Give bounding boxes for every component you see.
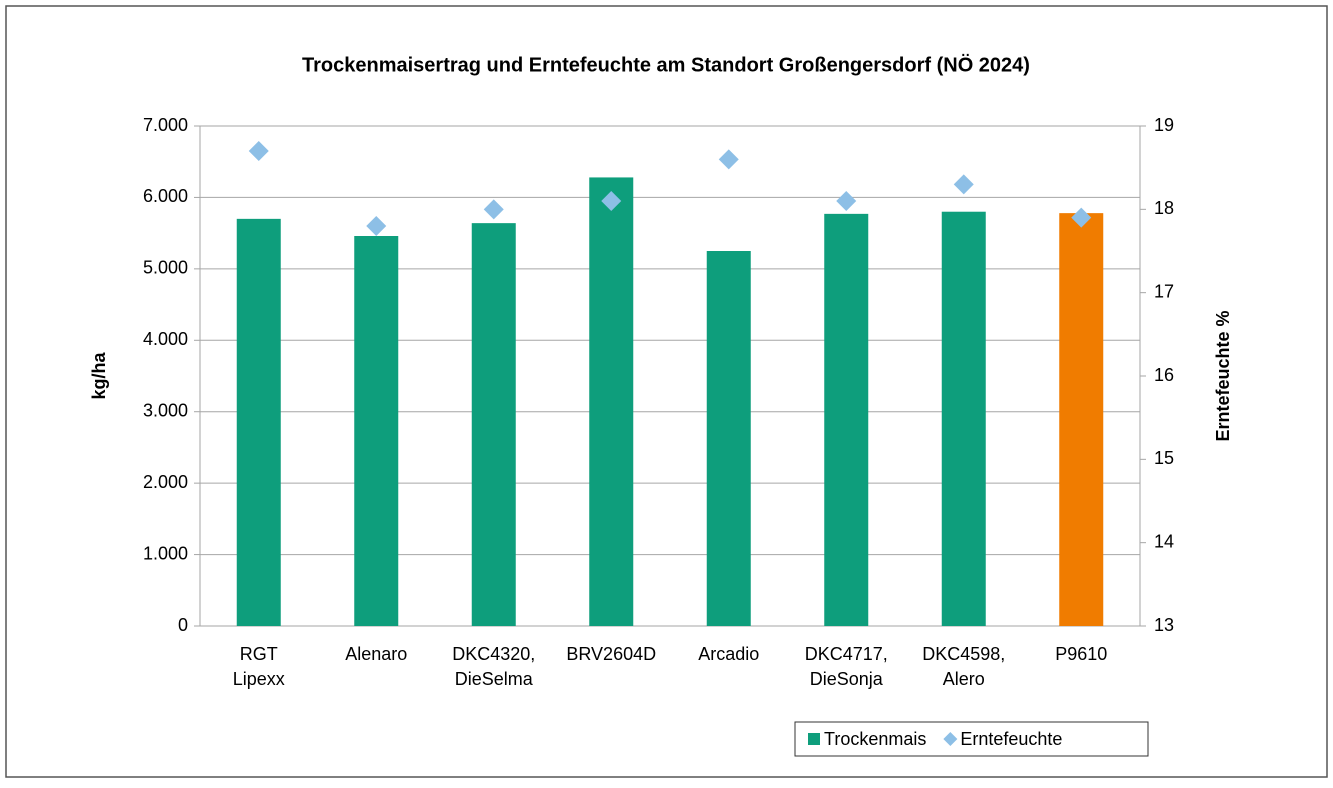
marker xyxy=(483,199,504,220)
y-tick-label: 4.000 xyxy=(143,329,188,349)
marker xyxy=(601,191,622,211)
y-tick-label: 2.000 xyxy=(143,472,188,492)
legend-label: Trockenmais xyxy=(824,729,926,749)
bar xyxy=(1059,213,1104,626)
legend-label: Erntefeuchte xyxy=(960,729,1062,749)
y2-tick-label: 18 xyxy=(1154,198,1174,218)
bar xyxy=(354,236,399,626)
y2-tick-label: 13 xyxy=(1154,615,1174,635)
chart-title: Trockenmaisertrag und Erntefeuchte am St… xyxy=(302,53,1030,76)
marker xyxy=(836,191,857,211)
marker xyxy=(718,149,739,170)
x-tick-label: Arcadio xyxy=(698,644,759,664)
y-tick-label: 3.000 xyxy=(143,400,188,420)
x-tick-label: DKC4320, DieSelma xyxy=(452,644,535,689)
y-tick-label: 0 xyxy=(178,615,188,635)
legend-box xyxy=(794,721,1149,757)
y-tick-label: 1.000 xyxy=(143,543,188,563)
marker xyxy=(953,174,974,195)
y-axis-label: kg/ha xyxy=(89,352,109,400)
marker xyxy=(1071,207,1092,228)
bar xyxy=(471,223,516,626)
x-tick-label: P9610 xyxy=(1055,644,1107,664)
y2-tick-label: 19 xyxy=(1154,115,1174,135)
marker xyxy=(248,141,269,161)
bar xyxy=(824,213,869,626)
x-tick-label: DKC4717, DieSonja xyxy=(805,644,888,689)
y-tick-label: 6.000 xyxy=(143,186,188,206)
bar xyxy=(706,251,751,626)
legend-swatch xyxy=(808,733,820,745)
y2-tick-label: 16 xyxy=(1154,365,1174,385)
bar xyxy=(589,177,634,626)
chart-border xyxy=(5,5,1328,778)
x-tick-label: Alenaro xyxy=(345,644,407,664)
y2-tick-label: 14 xyxy=(1154,531,1174,551)
y-tick-label: 5.000 xyxy=(143,258,188,278)
bar xyxy=(236,218,281,626)
x-tick-label: BRV2604D xyxy=(566,644,656,664)
x-tick-label: RGT Lipexx xyxy=(233,644,285,689)
x-tick-label: DKC4598, Alero xyxy=(922,644,1005,689)
y-tick-label: 7.000 xyxy=(143,115,188,135)
bar xyxy=(941,211,986,626)
y2-axis-label: Erntefeuchte % xyxy=(1213,310,1233,441)
y2-tick-label: 15 xyxy=(1154,448,1174,468)
marker xyxy=(366,216,387,236)
legend-swatch xyxy=(943,732,958,746)
y2-tick-label: 17 xyxy=(1154,281,1174,301)
